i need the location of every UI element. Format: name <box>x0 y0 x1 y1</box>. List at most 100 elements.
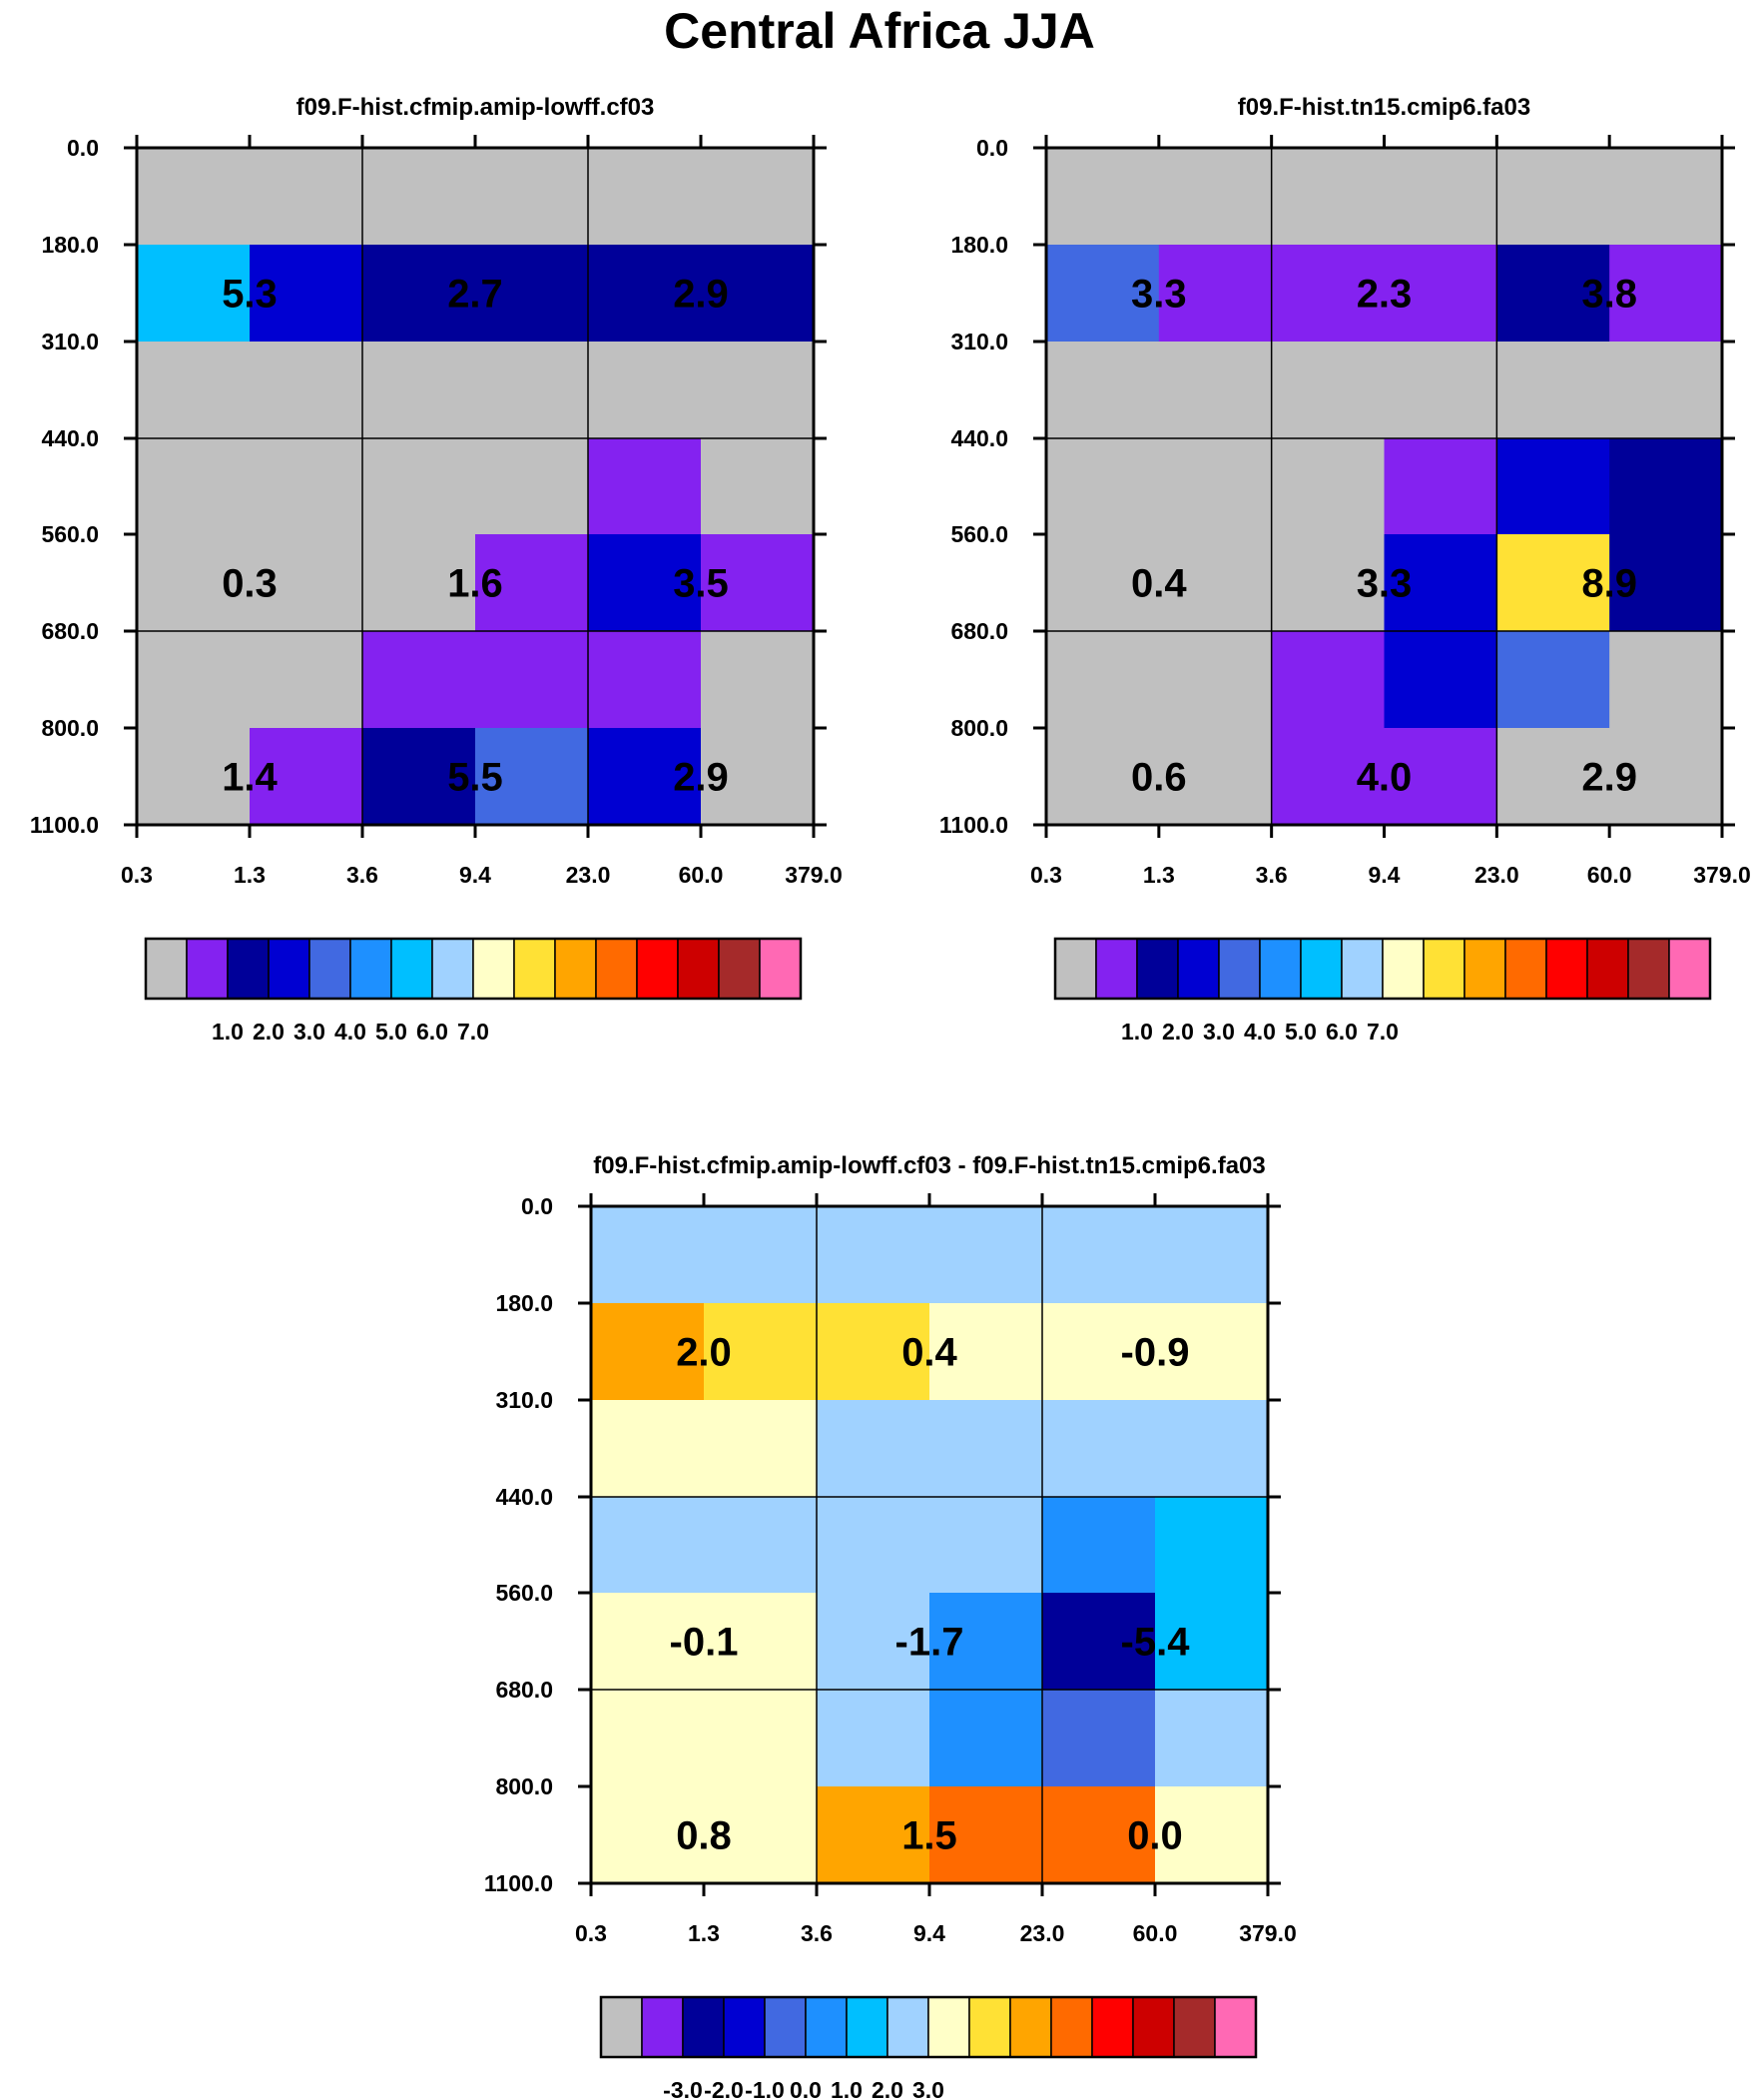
colorbar-box <box>968 1996 1011 2058</box>
colorbar-frame <box>144 937 803 1001</box>
cell-value-label: 2.9 <box>1581 756 1637 800</box>
heatmap-cell <box>701 728 815 826</box>
cell-value-label: 2.0 <box>676 1331 732 1375</box>
x-tick-label: 379.0 <box>1239 1920 1297 1946</box>
heatmap-cell <box>1609 438 1723 535</box>
colorbar-label: 0.0 <box>790 2077 822 2100</box>
heatmap-cell <box>929 1593 1043 1691</box>
colorbar-box <box>641 1996 684 2058</box>
heatmap-cell <box>137 438 251 535</box>
heatmap-cell <box>137 148 251 246</box>
colorbar-box <box>600 1996 643 2058</box>
heatmap-cell <box>1155 1206 1269 1304</box>
heatmap-cell <box>701 438 815 535</box>
colorbar-box <box>1091 1996 1134 2058</box>
colorbar-box <box>227 938 270 1000</box>
y-tick-label: 440.0 <box>950 425 1008 451</box>
heatmap-cell <box>1271 534 1385 632</box>
colorbar-box <box>1627 938 1670 1000</box>
colorbar-label: -3.0 <box>663 2077 703 2100</box>
colorbar-box <box>1545 938 1588 1000</box>
heatmap-cell <box>1271 148 1385 246</box>
heatmap-cell <box>137 245 251 343</box>
cell-value-label: 2.9 <box>673 756 729 800</box>
heatmap-cell <box>1042 1497 1156 1594</box>
colorbar-label: 3.0 <box>912 2077 944 2100</box>
colorbar-box <box>268 938 310 1000</box>
heatmap-cell <box>362 342 476 439</box>
cell-value-label: 3.8 <box>1581 273 1637 317</box>
heatmap-cell <box>1158 438 1273 535</box>
x-tick-label: 60.0 <box>1133 1920 1178 1946</box>
heatmap-cell <box>704 1303 818 1401</box>
heatmap-cell <box>588 342 702 439</box>
colorbar-label: 3.0 <box>1203 1019 1235 1045</box>
heatmap-cell <box>1271 728 1385 826</box>
colorbar-label: 5.0 <box>1285 1019 1317 1045</box>
heatmap-cell <box>817 1690 930 1787</box>
heatmap-cell <box>701 342 815 439</box>
colorbar-box <box>723 1996 766 2058</box>
heatmap-cell <box>475 534 589 632</box>
colorbar-frame <box>599 1995 1258 2059</box>
panel-difference: f09.F-hist.cfmip.amip-lowff.cf03 - f09.F… <box>484 1152 1297 2100</box>
x-tick-label: 0.3 <box>1030 862 1062 888</box>
heatmap-cell <box>704 1497 818 1594</box>
colorbar-box <box>1095 938 1138 1000</box>
heatmap-cell <box>1158 245 1273 343</box>
cell-value-label: 0.3 <box>222 562 278 606</box>
x-tick-label: 23.0 <box>1020 1920 1065 1946</box>
colorbar-label: -1.0 <box>745 2077 785 2100</box>
heatmap-cell <box>1271 245 1385 343</box>
colorbar-box <box>1050 1996 1093 2058</box>
colorbar-box <box>846 1996 888 2058</box>
cell-value-label: -0.9 <box>1121 1331 1190 1375</box>
heatmap-cell <box>1609 631 1723 729</box>
cell-value-label: 3.5 <box>673 562 729 606</box>
heatmap-cell <box>591 1206 705 1304</box>
colorbar-label: 3.0 <box>293 1019 325 1045</box>
heatmap-cell <box>475 342 589 439</box>
heatmap-cell <box>588 631 702 729</box>
colorbar-box <box>431 938 474 1000</box>
heatmap-cell <box>1496 148 1610 246</box>
colorbar-label: 6.0 <box>1326 1019 1358 1045</box>
heatmap-cell <box>1046 728 1160 826</box>
x-tick-label: 23.0 <box>1474 862 1519 888</box>
colorbar-box <box>1177 938 1220 1000</box>
x-tick-label: 60.0 <box>1587 862 1632 888</box>
heatmap-cell <box>1042 1690 1156 1787</box>
x-tick-label: 3.6 <box>801 1920 833 1946</box>
colorbar-label: 1.0 <box>212 1019 244 1045</box>
colorbar-label: 1.0 <box>1121 1019 1153 1045</box>
cell-value-label: 5.5 <box>447 756 503 800</box>
heatmap-cell <box>1046 534 1160 632</box>
colorbar-label: 4.0 <box>1244 1019 1276 1045</box>
y-tick-label: 680.0 <box>41 618 99 644</box>
colorbar-label: 7.0 <box>1367 1019 1399 1045</box>
colorbar-box <box>595 938 638 1000</box>
colorbar-box <box>1382 938 1425 1000</box>
colorbar-label: 5.0 <box>375 1019 407 1045</box>
y-tick-label: 180.0 <box>950 232 1008 258</box>
cell-value-label: 1.4 <box>222 756 278 800</box>
colorbar-box <box>1214 1996 1257 2058</box>
heatmap-cell <box>1609 342 1723 439</box>
figure-title: Central Africa JJA <box>664 3 1095 59</box>
heatmap-cell <box>362 631 476 729</box>
x-tick-label: 23.0 <box>566 862 611 888</box>
heatmap-cell <box>1271 342 1385 439</box>
heatmap-cell <box>929 1303 1043 1401</box>
cell-value-label: 2.7 <box>447 273 503 317</box>
heatmap-cell <box>704 1690 818 1787</box>
cell-value-label: 0.4 <box>901 1331 957 1375</box>
heatmap-cell <box>1046 342 1160 439</box>
x-tick-label: 379.0 <box>1693 862 1751 888</box>
cell-value-label: 1.5 <box>901 1814 957 1858</box>
x-tick-label: 0.3 <box>121 862 153 888</box>
colorbar-box <box>1054 938 1097 1000</box>
heatmap-cell <box>137 631 251 729</box>
colorbar-box <box>682 1996 725 2058</box>
colorbar-box <box>1259 938 1302 1000</box>
heatmap-cell <box>1271 631 1385 729</box>
